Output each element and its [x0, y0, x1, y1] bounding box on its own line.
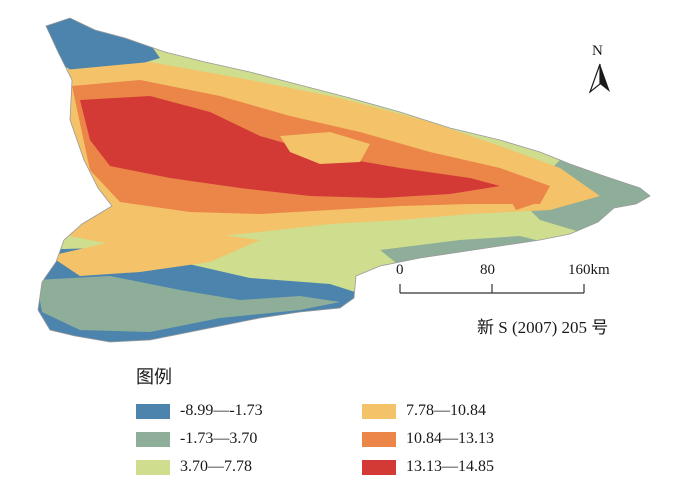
north-arrow-icon [588, 63, 610, 94]
legend-label: 7.78—10.84 [406, 402, 486, 419]
zone-class-4-inlier [280, 132, 370, 164]
zone-class-5-spot [508, 192, 534, 210]
scale-tick-160: 160km [568, 262, 610, 278]
scale-tick-0: 0 [396, 262, 404, 278]
zone-class-1-northwest [40, 18, 160, 76]
legend-swatch [362, 432, 396, 447]
legend-label: 13.13—14.85 [406, 458, 494, 475]
north-label: N [592, 43, 603, 59]
zone-class-2-south [38, 276, 340, 332]
legend-swatch [136, 432, 170, 447]
legend-label: -8.99—-1.73 [180, 402, 263, 419]
scale-bar [399, 284, 585, 294]
legend-label: 3.70—7.78 [180, 458, 252, 475]
value-surface [38, 18, 650, 342]
legend-label: 10.84—13.13 [406, 430, 494, 447]
legend-swatch [362, 460, 396, 475]
map-approval-number: 新 S (2007) 205 号 [477, 318, 609, 337]
legend-swatch [362, 404, 396, 419]
region-boundary [37, 17, 651, 343]
legend-swatch [136, 404, 170, 419]
legend-label: -1.73—3.70 [180, 430, 258, 447]
legend-title: 图例 [136, 367, 172, 388]
zone-class-4-southwest [50, 232, 260, 276]
scale-tick-80: 80 [480, 262, 495, 278]
legend-swatch [136, 460, 170, 475]
